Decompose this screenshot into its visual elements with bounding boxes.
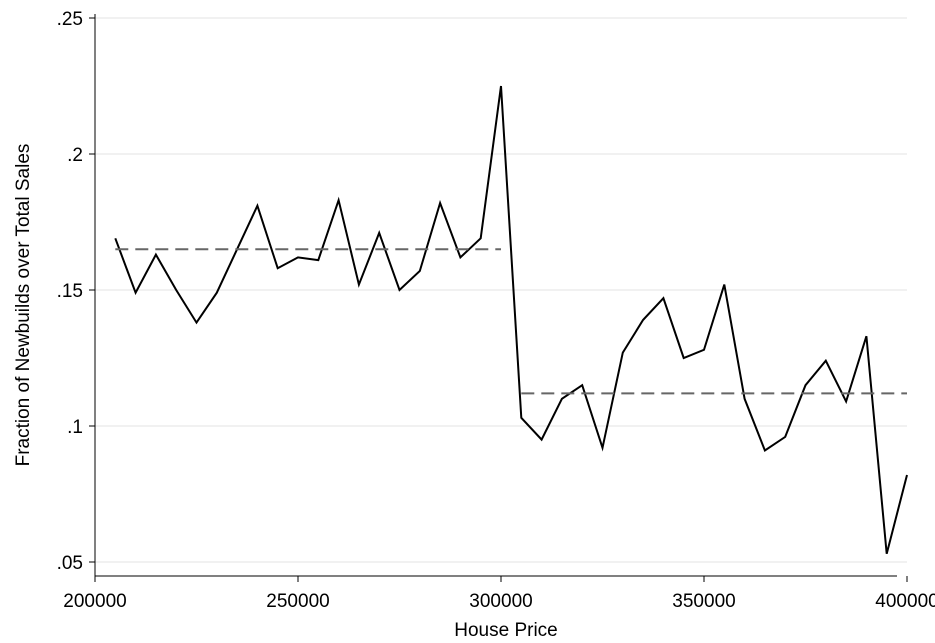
x-axis-title: House Price bbox=[454, 620, 558, 641]
data-series-line bbox=[114, 85, 908, 555]
x-tick-label: 200000 bbox=[63, 591, 126, 612]
y-axis-title: Fraction of Newbuilds over Total Sales bbox=[13, 144, 34, 467]
y-tick-label: .2 bbox=[67, 145, 83, 166]
x-tick-label: 300000 bbox=[469, 591, 532, 612]
x-axis-ticks: 200000 250000 300000 350000 400000 bbox=[63, 576, 935, 612]
y-tick-label: .1 bbox=[67, 417, 83, 438]
y-axis-ticks: .05 .1 .15 .2 .25 bbox=[57, 9, 95, 574]
axes bbox=[94, 14, 897, 577]
y-tick-label: .15 bbox=[57, 281, 83, 302]
y-tick-label: .05 bbox=[57, 553, 83, 574]
grid bbox=[95, 17, 907, 563]
x-tick-label: 350000 bbox=[672, 591, 735, 612]
x-tick-label: 250000 bbox=[266, 591, 329, 612]
series-group bbox=[114, 85, 908, 555]
x-tick-label: 400000 bbox=[875, 591, 935, 612]
y-tick-label: .25 bbox=[57, 9, 83, 30]
